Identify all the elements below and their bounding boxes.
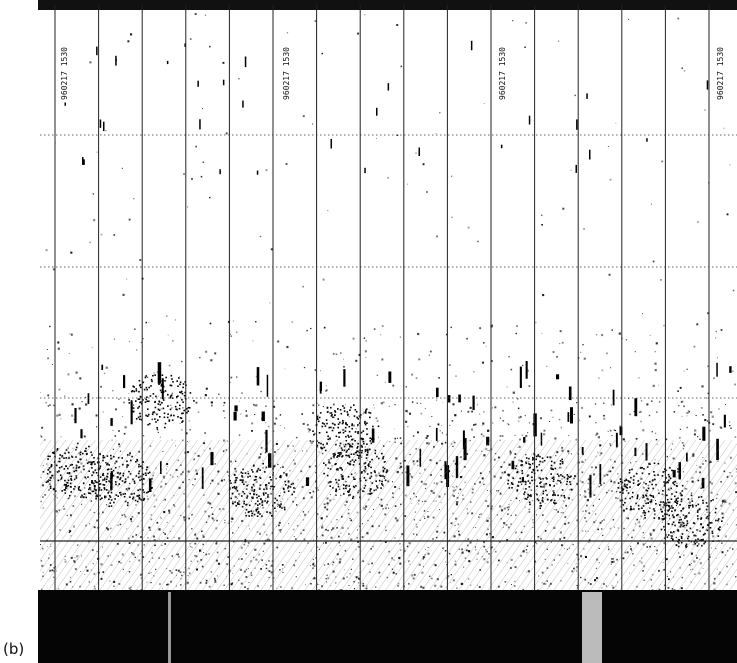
panel-label: (b) (3, 640, 25, 658)
seabed-band (38, 590, 737, 663)
time-marker-lines (54, 5, 710, 663)
timestamp-label-3: 960217 1530 (498, 47, 507, 100)
depth-gridlines (40, 134, 737, 399)
hatched-near-bottom-zone (40, 440, 737, 590)
timestamp-label-1: 960217 1530 (60, 47, 69, 100)
timestamp-label-2: 960217 1530 (282, 47, 291, 100)
top-surface-band (38, 0, 737, 10)
seabed-gap (582, 592, 602, 663)
seabed-gap-small (168, 592, 171, 663)
timestamp-label-4: 960217 1530 (716, 47, 725, 100)
